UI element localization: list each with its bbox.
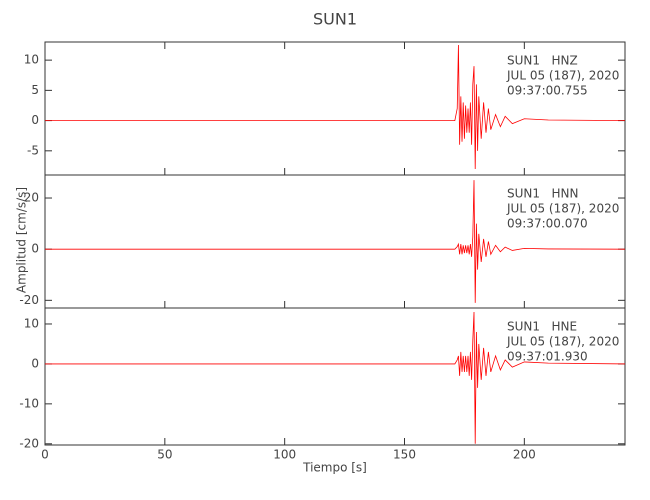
- annotation: JUL 05 (187), 2020: [506, 69, 619, 83]
- y-tick-label: 10: [24, 53, 39, 67]
- annotation: JUL 05 (187), 2020: [506, 335, 619, 349]
- y-tick-label: -10: [19, 396, 39, 410]
- waveform: [45, 45, 626, 169]
- waveform: [45, 311, 626, 444]
- y-tick-label: -5: [27, 143, 39, 157]
- x-tick-label: 50: [157, 448, 172, 462]
- annotation: 09:37:00.070: [507, 217, 588, 231]
- y-tick-label: 10: [24, 316, 39, 330]
- x-axis-label: Tiempo [s]: [302, 461, 367, 475]
- y-axis-label: Amplitud [cm/s/s]: [15, 187, 29, 293]
- chart-title: SUN1: [313, 10, 357, 29]
- annotation: 09:37:00.755: [507, 84, 588, 98]
- y-tick-label: -20: [19, 293, 39, 307]
- x-tick-label: 100: [273, 448, 296, 462]
- annotation: JUL 05 (187), 2020: [506, 202, 619, 216]
- annotation: SUN1 HNZ: [507, 54, 578, 68]
- y-tick-label: 20: [24, 191, 39, 205]
- annotation: SUN1 HNN: [507, 187, 578, 201]
- y-tick-label: 0: [31, 242, 39, 256]
- annotation: 09:37:01.930: [507, 350, 588, 364]
- x-tick-label: 0: [41, 448, 49, 462]
- x-tick-label: 200: [513, 448, 536, 462]
- annotation: SUN1 HNE: [507, 320, 577, 334]
- y-tick-label: 0: [31, 113, 39, 127]
- x-tick-label: 150: [393, 448, 416, 462]
- y-tick-label: -20: [19, 436, 39, 450]
- y-tick-label: 5: [31, 83, 39, 97]
- waveform: [45, 180, 626, 303]
- y-tick-label: 0: [31, 356, 39, 370]
- panel-frame: [44, 307, 626, 446]
